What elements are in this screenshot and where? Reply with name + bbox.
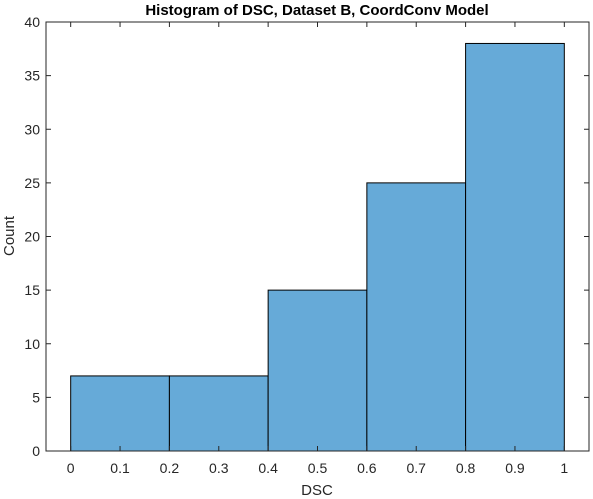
chart-title: Histogram of DSC, Dataset B, CoordConv M…	[145, 2, 488, 19]
y-tick-label: 40	[24, 14, 40, 30]
x-tick-label: 0.2	[160, 460, 180, 476]
x-tick-label: 0.6	[357, 460, 377, 476]
y-tick-label: 20	[24, 229, 40, 245]
x-tick-label: 1	[560, 460, 568, 476]
histogram-bar-2	[267, 289, 368, 452]
histogram-bar-4	[465, 42, 565, 452]
y-tick-label: 5	[32, 389, 40, 405]
x-tick-label: 0.8	[456, 460, 476, 476]
y-tick-label: 35	[24, 68, 40, 84]
x-axis-ticks: 0 0.1 0.2 0.3 0.4 0.5 0.6 0.7 0.8 0.9 1	[67, 22, 568, 476]
x-tick-label: 0.4	[258, 460, 278, 476]
x-tick-label: 0.7	[406, 460, 426, 476]
y-tick-label: 15	[24, 282, 40, 298]
y-tick-label: 10	[24, 336, 40, 352]
histogram-bar-0	[70, 375, 170, 452]
bars-group	[70, 42, 565, 452]
x-tick-label: 0	[67, 460, 75, 476]
x-tick-label: 0.9	[505, 460, 525, 476]
y-tick-label: 0	[32, 443, 40, 459]
x-axis-label: DSC	[301, 482, 333, 499]
x-tick-label: 0.3	[209, 460, 229, 476]
x-tick-label: 0.1	[110, 460, 130, 476]
x-tick-label: 0.5	[308, 460, 328, 476]
y-tick-label: 30	[24, 121, 40, 137]
y-tick-label: 25	[24, 175, 40, 191]
y-axis-label: Count	[1, 215, 18, 256]
histogram-bar-1	[168, 375, 269, 452]
histogram-bar-3	[366, 182, 467, 452]
y-axis-ticks: 0 5 10 15 20 25 30 35 40	[24, 14, 589, 459]
